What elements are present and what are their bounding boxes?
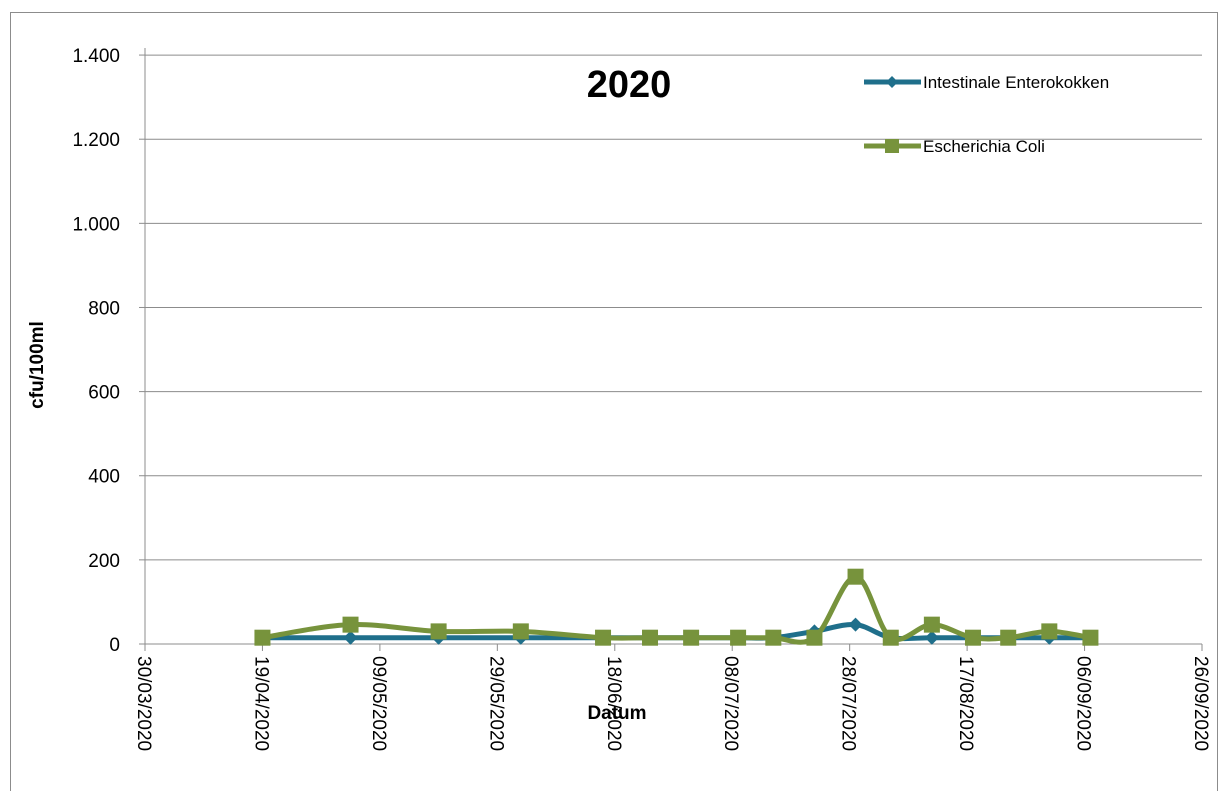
y-tick-label: 0 bbox=[109, 635, 120, 656]
series-escherichia-coli bbox=[254, 568, 1099, 646]
x-tick-label: 08/07/2020 bbox=[720, 656, 741, 751]
data-point bbox=[512, 623, 529, 640]
x-axis-tick-labels: 30/03/2020 19/04/2020 09/05/2020 29/05/2020… bbox=[133, 656, 1211, 751]
x-tick-label: 29/05/2020 bbox=[485, 656, 506, 751]
x-tick-label: 28/07/2020 bbox=[838, 656, 859, 751]
legend-label: Intestinale Enterokokken bbox=[923, 73, 1109, 92]
y-axis-title: cfu/100ml bbox=[27, 321, 48, 409]
data-point bbox=[847, 568, 864, 585]
x-tick-label: 06/09/2020 bbox=[1073, 656, 1094, 751]
y-tick-label: 1.000 bbox=[72, 214, 120, 235]
y-tick-label: 600 bbox=[88, 383, 120, 404]
x-tick-label: 19/04/2020 bbox=[250, 656, 271, 751]
data-point bbox=[343, 630, 358, 645]
x-tick-label: 18/06/2020 bbox=[603, 656, 624, 751]
y-tick-label: 200 bbox=[88, 551, 120, 572]
data-point bbox=[964, 629, 981, 646]
data-point bbox=[923, 616, 940, 633]
data-point bbox=[1041, 623, 1058, 640]
data-point bbox=[642, 629, 659, 646]
data-point bbox=[882, 629, 899, 646]
data-point bbox=[848, 617, 863, 632]
data-point bbox=[1000, 629, 1017, 646]
data-point bbox=[595, 629, 612, 646]
data-point bbox=[342, 616, 359, 633]
data-point bbox=[806, 629, 823, 646]
legend-item: Escherichia Coli bbox=[864, 137, 1045, 156]
data-point bbox=[254, 629, 271, 646]
y-tick-label: 800 bbox=[88, 298, 120, 319]
x-tick-label: 30/03/2020 bbox=[133, 656, 154, 751]
series-layer bbox=[254, 568, 1099, 646]
legend-marker bbox=[885, 139, 899, 153]
data-point bbox=[924, 630, 939, 645]
x-axis-title: Datum bbox=[587, 703, 646, 724]
axes bbox=[139, 48, 1203, 651]
data-point bbox=[765, 629, 782, 646]
chart-title: 2020 bbox=[587, 64, 672, 106]
y-tick-label: 400 bbox=[88, 467, 120, 488]
data-point bbox=[430, 623, 447, 640]
legend: Intestinale Enterokokken Escherichia Coli bbox=[864, 73, 1109, 156]
data-point bbox=[730, 629, 747, 646]
chart-frame bbox=[10, 12, 1218, 791]
legend-marker bbox=[886, 76, 898, 88]
x-tick-label: 26/09/2020 bbox=[1190, 656, 1211, 751]
data-point bbox=[683, 629, 700, 646]
x-tick-label: 17/08/2020 bbox=[955, 656, 976, 751]
x-tick-label: 09/05/2020 bbox=[368, 656, 389, 751]
legend-label: Escherichia Coli bbox=[923, 137, 1045, 156]
y-tick-label: 1.400 bbox=[72, 46, 120, 67]
y-tick-label: 1.200 bbox=[72, 130, 120, 151]
y-axis-tick-labels: 0 200 400 600 800 1.000 1.200 1.400 bbox=[72, 46, 120, 656]
legend-item: Intestinale Enterokokken bbox=[864, 73, 1109, 92]
gridlines bbox=[145, 54, 1202, 561]
data-point bbox=[1082, 629, 1099, 646]
